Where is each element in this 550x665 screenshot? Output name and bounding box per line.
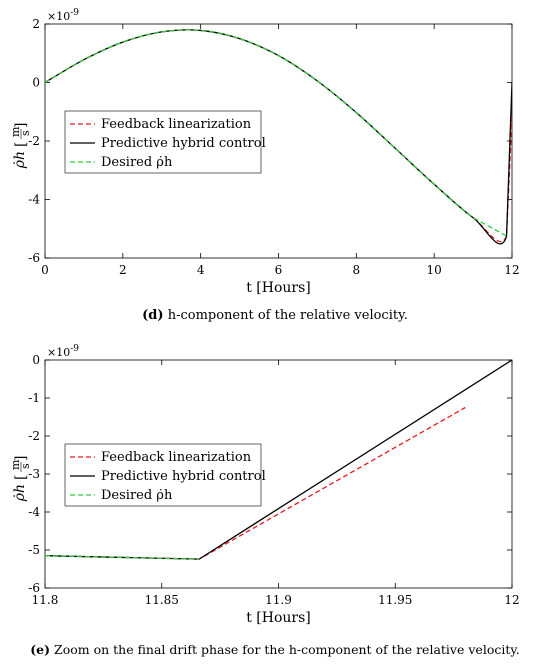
y-tick-label: 0 <box>32 353 40 367</box>
y-axis-symbol: ρ̇h <box>12 484 28 502</box>
caption-e: (e) Zoom on the final drift phase for th… <box>0 642 550 657</box>
y-axis-label: ρ̇h [ ms] <box>9 123 32 170</box>
y-tick-label: -6 <box>28 251 40 265</box>
legend-box <box>64 443 262 507</box>
legend-label: Desired ρ̇h <box>101 155 173 170</box>
legend: Feedback linearization Predictive hybrid … <box>64 443 266 507</box>
y-axis-bracket: ] <box>13 456 29 461</box>
x-tick-label: 2 <box>119 263 127 277</box>
y-tick-label: -1 <box>28 391 40 405</box>
y-axis-symbol: ρ̇h <box>12 151 28 169</box>
legend-label: Predictive hybrid control <box>101 469 266 484</box>
y-axis-unit-den: s <box>19 463 32 469</box>
exponent-power: -9 <box>70 344 79 354</box>
y-tick-label: -3 <box>28 467 40 481</box>
legend: Feedback linearization Predictive hybrid … <box>64 110 266 174</box>
x-tick-label: 8 <box>353 263 361 277</box>
y-tick-label: -2 <box>28 134 40 148</box>
x-tick-label: 11.9 <box>265 593 292 607</box>
legend-label: Predictive hybrid control <box>101 136 266 151</box>
y-tick-label: -4 <box>28 193 40 207</box>
caption-d: (d) h-component of the relative velocity… <box>0 308 550 323</box>
caption-d-text: h-component of the relative velocity. <box>167 308 408 323</box>
chart-e: 11.8 11.85 11.9 11.95 12 -6 -5 -4 -3 -2 -1 0 ×10-9 t … <box>9 344 520 626</box>
exponent-power: -9 <box>70 8 79 18</box>
series-line-2 <box>45 555 200 560</box>
y-tick-label: 0 <box>32 76 40 90</box>
y-axis-label: ρ̇h [ ms] <box>9 456 32 503</box>
y-axis-unit-num: m <box>9 459 22 470</box>
x-tick-label: 12 <box>504 593 519 607</box>
x-axis-label: t [Hours] <box>246 610 311 626</box>
legend-label: Feedback linearization <box>101 450 252 465</box>
y-axis-bracket: [ <box>13 475 29 480</box>
caption-d-tag: (d) <box>142 308 164 323</box>
x-tick-label: 6 <box>275 263 283 277</box>
x-tick-label: 11.8 <box>32 593 59 607</box>
y-axis-unit-num: m <box>9 126 22 137</box>
y-tick-label: -4 <box>28 505 40 519</box>
caption-e-text: Zoom on the final drift phase for the h-… <box>54 642 520 657</box>
y-axis-bracket: ] <box>13 123 29 128</box>
y-tick-label: -5 <box>28 543 40 557</box>
y-tick-label: -2 <box>28 429 40 443</box>
x-tick-label: 10 <box>427 263 442 277</box>
legend-label: Desired ρ̇h <box>101 488 173 503</box>
y-axis-unit-den: s <box>19 130 32 136</box>
series-group <box>45 360 512 560</box>
legend-label: Feedback linearization <box>101 117 252 132</box>
exponent-label: ×10-9 <box>47 8 79 23</box>
exponent-label: ×10-9 <box>47 344 79 359</box>
caption-e-tag: (e) <box>30 642 51 657</box>
x-tick-label: 4 <box>197 263 205 277</box>
x-axis-label: t [Hours] <box>246 280 311 296</box>
legend-box <box>64 110 262 174</box>
y-axis-bracket: [ <box>13 142 29 147</box>
y-tick-label: -6 <box>28 581 40 595</box>
x-tick-label: 11.85 <box>145 593 179 607</box>
y-tick-label: 2 <box>32 17 40 31</box>
series-group <box>45 29 512 245</box>
chart-d: 0 2 4 6 8 10 12 -6 -4 -2 0 2 ×10-9 t [Hours] ρ̇h [ ms] Fe… <box>9 8 520 296</box>
x-tick-label: 0 <box>41 263 49 277</box>
x-tick-label: 11.95 <box>378 593 412 607</box>
x-tick-label: 12 <box>504 263 519 277</box>
series-line-2 <box>45 29 507 237</box>
